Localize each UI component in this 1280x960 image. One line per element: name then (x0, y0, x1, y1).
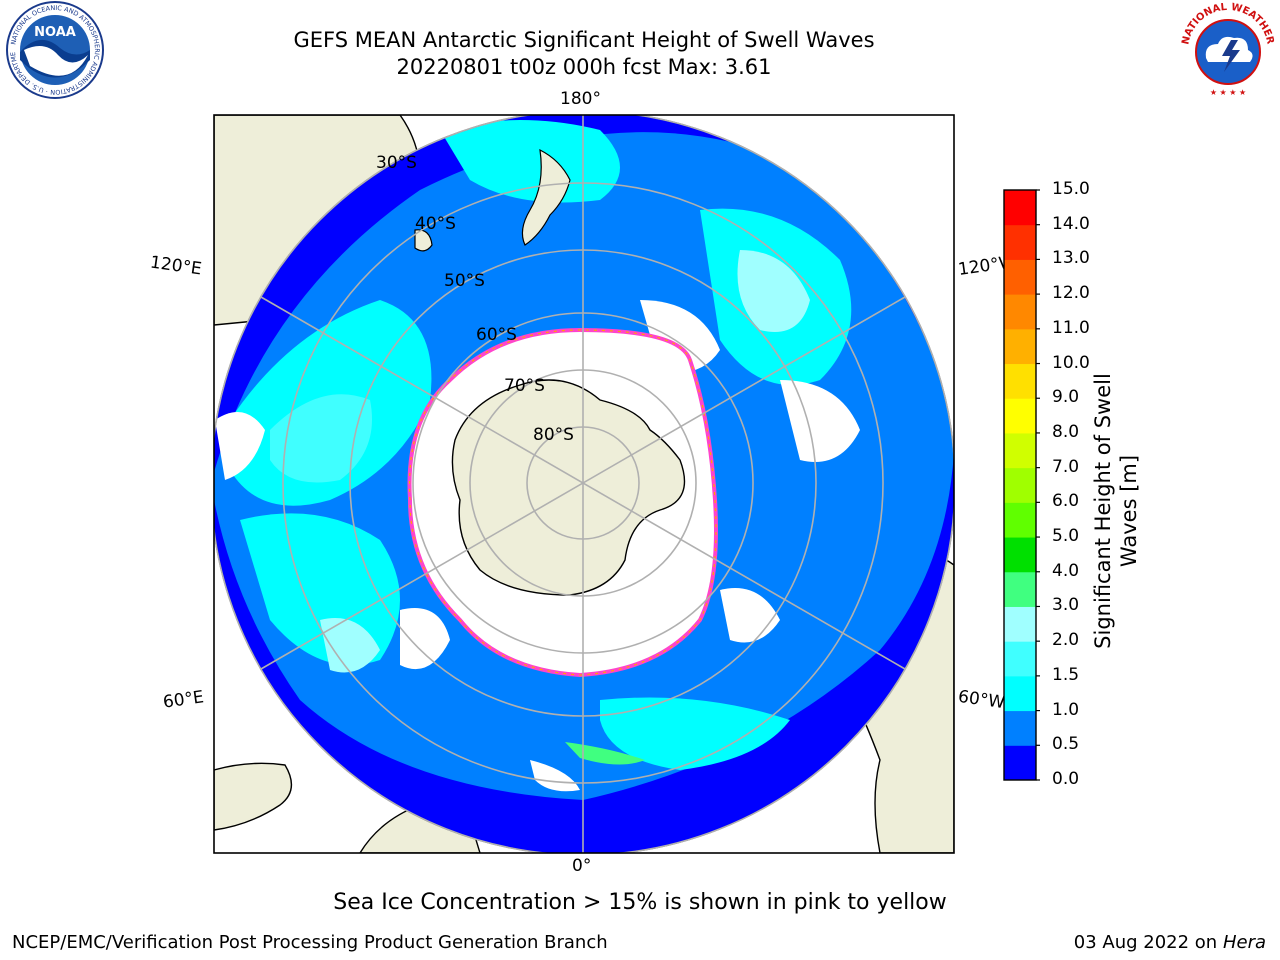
chart-subtitle: 20220801 t00z 000h fcst Max: 3.61 (396, 55, 772, 79)
colorbar-segment (1004, 328, 1036, 365)
footer-date: 03 Aug 2022 on Hera (1073, 932, 1266, 953)
colorbar-tick-label: 5.0 (1052, 526, 1080, 547)
colorbar-label: Significant Height of Swell Waves [m] (1091, 373, 1141, 649)
colorbar-segment (1004, 398, 1036, 434)
colorbar-segment (1004, 710, 1036, 746)
colorbar-tick-label: 12.0 (1052, 283, 1090, 304)
colorbar-tick-label: 8.0 (1052, 421, 1080, 442)
sea-ice-caption: Sea Ice Concentration > 15% is shown in … (333, 890, 947, 915)
lat-label-50s: 50°S (444, 271, 485, 291)
lat-label-60s: 60°S (476, 325, 517, 345)
footer-host: Hera (1222, 932, 1266, 953)
lat-label-70s: 70°S (504, 376, 545, 396)
colorbar-segment (1004, 294, 1036, 330)
colorbar-tick-label: 9.0 (1052, 387, 1080, 408)
lon-label-180: 180° (560, 89, 601, 109)
colorbar-tick-label: 7.0 (1052, 456, 1080, 477)
colorbar-tick-label: 0.5 (1052, 734, 1080, 755)
colorbar-segment (1004, 675, 1036, 712)
colorbar-segment (1004, 259, 1036, 295)
lon-label-0: 0° (572, 856, 592, 876)
chart-title: GEFS MEAN Antarctic Significant Height o… (293, 28, 875, 52)
colorbar (1003, 189, 1040, 781)
colorbar-segment (1004, 224, 1036, 260)
nws-logo: NATIONAL WEATHER SERVICE ★ ★ ★ ★ (1176, 0, 1276, 97)
colorbar-segment (1004, 363, 1036, 399)
noaa-logo: NATIONAL OCEANIC AND ATMOSPHERIC ADMINIS… (0, 0, 104, 99)
colorbar-segment (1004, 467, 1036, 503)
colorbar-tick-label: 6.0 (1052, 491, 1080, 512)
new-zealand-land (521, 148, 571, 246)
colorbar-segment (1004, 641, 1036, 677)
colorbar-tick-label: 3.0 (1052, 595, 1080, 616)
colorbar-tick-label: 14.0 (1052, 213, 1090, 234)
colorbar-tick-label: 0.0 (1052, 769, 1080, 789)
colorbar-tick-label: 4.0 (1052, 560, 1080, 581)
colorbar-tick-label: 1.5 (1052, 664, 1080, 685)
colorbar-tick-label: 1.0 (1052, 699, 1080, 720)
colorbar-tick-label: 2.0 (1052, 630, 1080, 651)
colorbar-frame (1003, 189, 1037, 781)
colorbar-segment (1004, 502, 1036, 538)
colorbar-segment (1004, 537, 1036, 573)
colorbar-segment (1004, 745, 1036, 781)
colorbar-tick-label: 11.0 (1052, 317, 1090, 338)
madagascar-land (214, 762, 293, 831)
colorbar-tick-label: 13.0 (1052, 248, 1090, 269)
tasmania-land (414, 229, 433, 252)
antarctica-land (451, 379, 686, 596)
colorbar-segment (1004, 190, 1036, 226)
noaa-logo-text: NOAA (34, 25, 76, 40)
colorbar-segment (1004, 432, 1036, 469)
colorbar-tick-label: 10.0 (1052, 352, 1090, 373)
lat-label-40s: 40°S (415, 214, 456, 234)
graticule (214, 115, 954, 853)
lat-label-80s: 80°S (533, 425, 574, 445)
map-frame (213, 114, 955, 854)
footer-branch: NCEP/EMC/Verification Post Processing Pr… (12, 932, 608, 953)
svg-text:★ ★ ★ ★: ★ ★ ★ ★ (1210, 88, 1246, 97)
lat-label-30s: 30°S (376, 153, 417, 173)
colorbar-segment (1004, 571, 1036, 607)
colorbar-tick-label: 15.0 (1052, 179, 1090, 199)
colorbar-segment (1004, 606, 1036, 642)
